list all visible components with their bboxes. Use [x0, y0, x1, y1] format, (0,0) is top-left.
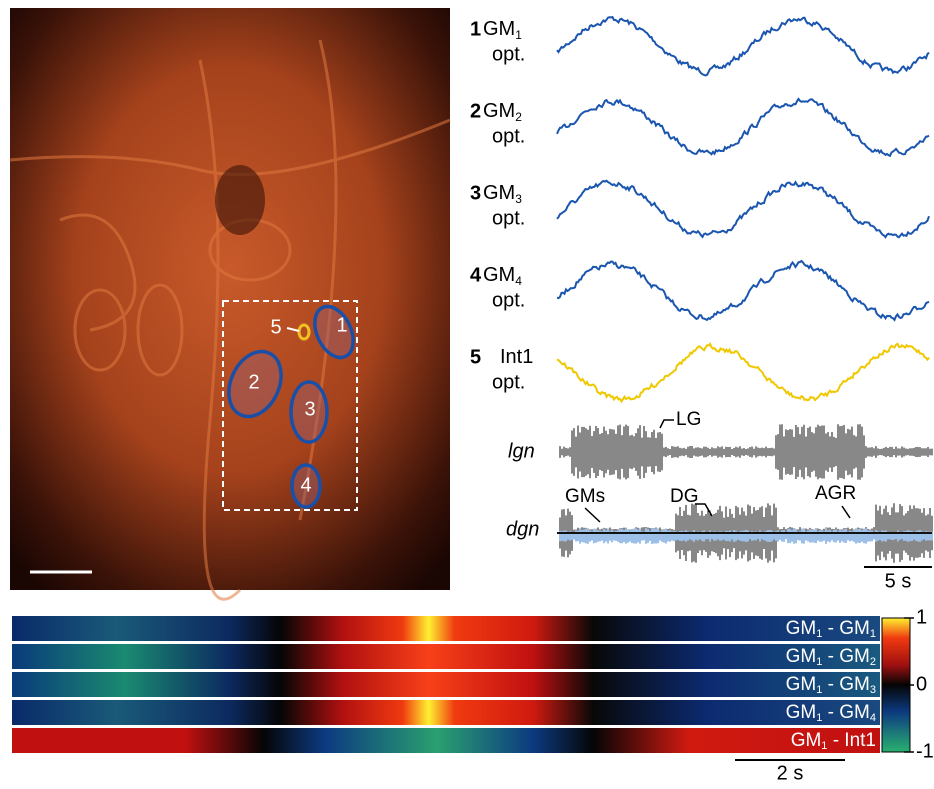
- colorbar-label: 1: [916, 606, 927, 628]
- label: GM: [483, 18, 515, 40]
- row-label: GM1 - GM1: [786, 618, 876, 640]
- trace-index: 2: [470, 100, 481, 122]
- leader: [585, 508, 600, 522]
- annotation: AGR: [815, 483, 856, 504]
- subscript: 2: [870, 656, 876, 668]
- roi-label: 3: [304, 398, 315, 420]
- separator: -: [822, 618, 839, 639]
- roi-label: 2: [248, 371, 259, 393]
- trace-label: GM4: [483, 264, 522, 288]
- heatmap-row: [12, 616, 880, 641]
- trace: [557, 17, 929, 75]
- row-label: GM1 - GM2: [786, 646, 876, 668]
- subscript: 1: [870, 628, 876, 640]
- trace: [557, 344, 929, 402]
- trace: [557, 181, 929, 238]
- subscript: 3: [870, 684, 876, 696]
- trace-label: Int1: [500, 346, 533, 368]
- heatmap-row: [12, 644, 880, 669]
- subscript: 3: [515, 192, 522, 206]
- cell-body: [215, 165, 265, 235]
- label: GM: [786, 646, 817, 667]
- row-label: GM1 - GM4: [786, 702, 876, 724]
- nerve-label: dgn: [506, 518, 539, 540]
- trace-unit: opt.: [492, 289, 525, 311]
- subscript: 4: [870, 712, 876, 724]
- trace: [557, 261, 929, 320]
- leader: [842, 506, 850, 518]
- label: GM: [786, 618, 817, 639]
- label: Int1: [500, 346, 533, 368]
- trace-index: 3: [470, 182, 481, 204]
- trace-index: 1: [470, 18, 481, 40]
- colorbar-label: -1: [916, 740, 934, 762]
- label: GM: [786, 702, 817, 723]
- trace-unit: opt.: [492, 43, 525, 65]
- separator: -: [822, 646, 839, 667]
- row-label: GM1 - GM3: [786, 674, 876, 696]
- trace-unit: opt.: [492, 371, 525, 393]
- scale-label: 5 s: [885, 570, 912, 592]
- annotation: GMs: [565, 486, 605, 507]
- roi-label: 5: [270, 316, 281, 338]
- label: GM: [791, 730, 822, 751]
- figure: 1 2 3 4 5 1GM1opt.2GM2opt.3GM3opt.4GM4op…: [0, 0, 934, 784]
- colorbar-label: 0: [916, 673, 927, 695]
- micrograph: [10, 8, 450, 590]
- roi-label: 4: [300, 474, 311, 496]
- label: GM: [786, 674, 817, 695]
- separator: -: [822, 702, 839, 723]
- heatmap-row: [12, 728, 880, 753]
- spikes: [560, 424, 932, 480]
- trace-label: GM1: [483, 18, 522, 42]
- row-label: GM1 - Int1: [791, 730, 876, 752]
- subscript: 2: [515, 110, 522, 124]
- label: GM: [839, 674, 870, 695]
- annotation: LG: [676, 409, 701, 430]
- trace: [557, 99, 929, 156]
- trace-index: 5: [470, 346, 481, 368]
- label: GM: [839, 618, 870, 639]
- leader: [660, 420, 674, 428]
- trace-unit: opt.: [492, 125, 525, 147]
- separator: -: [822, 674, 839, 695]
- label: GM: [483, 182, 515, 204]
- annotation: DG: [670, 486, 699, 507]
- subscript: 1: [515, 28, 522, 42]
- nerve-label: lgn: [508, 440, 535, 462]
- roi-label: 1: [336, 314, 347, 336]
- trace-index: 4: [470, 264, 482, 286]
- separator: - Int1: [827, 730, 876, 751]
- trace-label: GM2: [483, 100, 522, 124]
- heatmap-row: [12, 700, 880, 725]
- subscript: 4: [515, 274, 522, 288]
- trace-label: GM3: [483, 182, 522, 206]
- label: GM: [839, 646, 870, 667]
- trace-unit: opt.: [492, 207, 525, 229]
- heatmap-row: [12, 672, 880, 697]
- label: GM: [483, 100, 515, 122]
- label: GM: [839, 702, 870, 723]
- label: GM: [483, 264, 515, 286]
- scale-label: 2 s: [777, 762, 804, 784]
